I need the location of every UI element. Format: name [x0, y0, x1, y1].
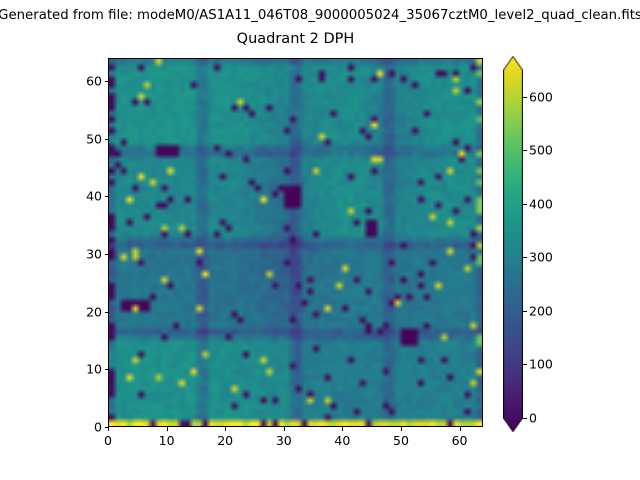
colorbar-tick-mark: [523, 310, 527, 312]
colorbar-tick-mark: [523, 257, 527, 259]
x-tick-mark: [283, 427, 285, 431]
figure-suptitle: Generated from file: modeM0/AS1A11_046T0…: [0, 6, 640, 26]
colorbar-tick-label: 100: [529, 356, 553, 372]
y-tick-mark: [104, 196, 108, 198]
colorbar-tick-label: 600: [529, 89, 553, 105]
colorbar-tick-label: 0: [529, 410, 537, 426]
x-tick-mark: [459, 427, 461, 431]
colorbar-tick-mark: [523, 96, 527, 98]
colorbar-tick-label: 400: [529, 196, 553, 212]
colorbar-tick-label: 200: [529, 303, 553, 319]
x-tick-label: 20: [217, 433, 234, 448]
y-tick-mark: [104, 81, 108, 83]
colorbar-tick-mark: [523, 203, 527, 205]
colorbar-gradient: [503, 56, 523, 432]
colorbar-tick-label: 500: [529, 142, 553, 158]
axes-title: Quadrant 2 DPH: [236, 31, 355, 47]
heatmap-axes: [108, 58, 483, 427]
colorbar-tick-mark: [523, 364, 527, 366]
y-tick-label: 40: [86, 188, 102, 204]
x-tick-mark: [342, 427, 344, 431]
dph-heatmap-image: [109, 59, 482, 426]
x-tick-label: 50: [393, 433, 409, 448]
y-tick-label: 20: [86, 304, 102, 320]
y-tick-mark: [104, 138, 108, 140]
y-tick-label: 60: [86, 73, 102, 89]
y-tick-mark: [104, 369, 108, 371]
y-tick-mark: [104, 427, 108, 428]
figure-suptitle-text: Generated from file: modeM0/AS1A11_046T0…: [0, 8, 640, 23]
y-tick-label: 50: [86, 131, 102, 147]
x-tick-label: 10: [158, 433, 175, 448]
x-tick-label: 30: [275, 433, 292, 448]
x-tick-mark: [166, 427, 168, 431]
y-tick-mark: [104, 311, 108, 313]
x-tick-label: 40: [334, 433, 351, 448]
y-tick-label: 10: [86, 361, 102, 377]
x-tick-label: 60: [451, 433, 468, 448]
y-tick-mark: [104, 254, 108, 256]
colorbar-tick-mark: [523, 150, 527, 152]
x-tick-label: 0: [104, 433, 112, 448]
colorbar-tick-label: 300: [529, 249, 553, 265]
y-tick-label: 30: [86, 246, 102, 262]
y-tick-label: 0: [94, 419, 102, 435]
x-tick-mark: [400, 427, 402, 431]
colorbar: 0 100 200 300 400 500 600: [498, 56, 553, 432]
x-tick-mark: [108, 427, 109, 431]
x-tick-mark: [225, 427, 227, 431]
colorbar-tick-mark: [523, 418, 527, 419]
